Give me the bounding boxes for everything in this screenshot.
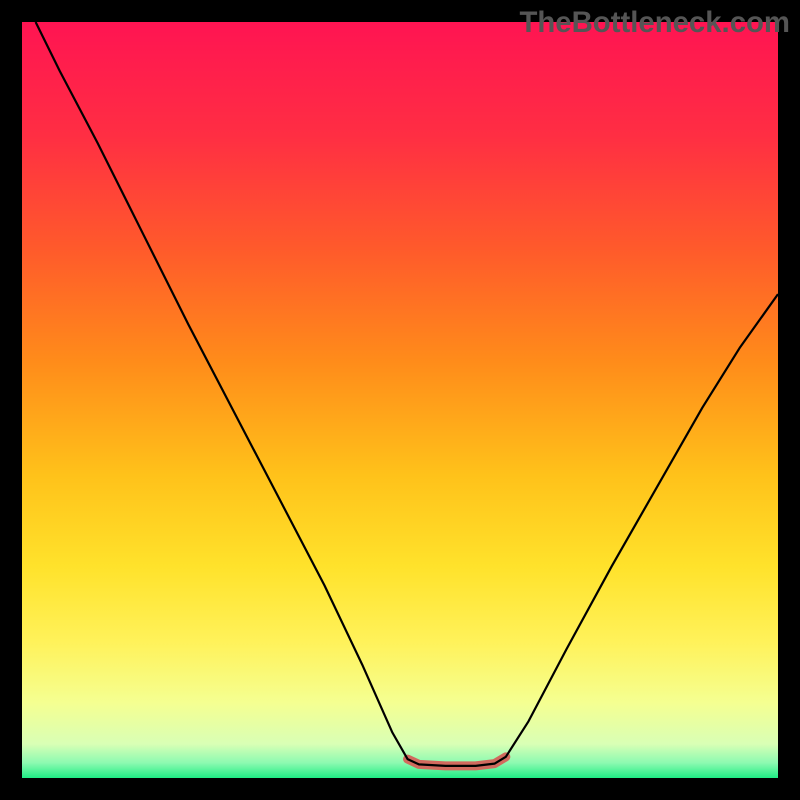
chart-frame: TheBottleneck.com: [0, 0, 800, 800]
gradient-background: [22, 22, 778, 778]
watermark-text: TheBottleneck.com: [519, 6, 790, 40]
bottleneck-curve-chart: [0, 0, 800, 800]
